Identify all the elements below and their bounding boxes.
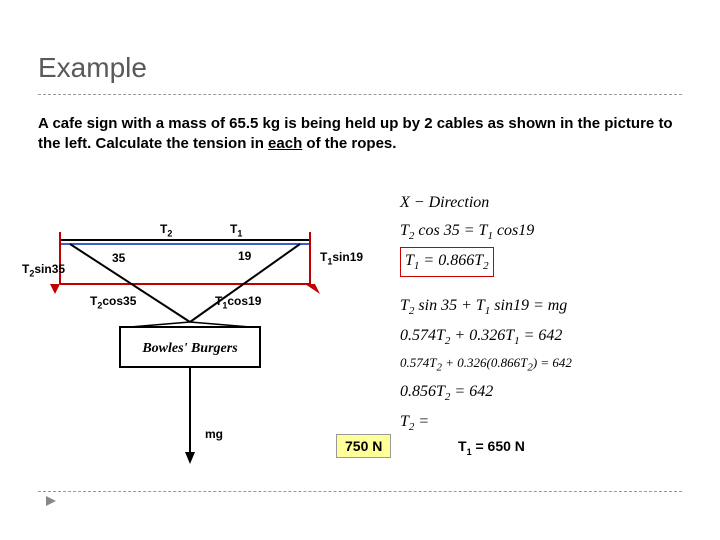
label-t2: T2 bbox=[160, 222, 172, 238]
eq6: 0.856T2 = 642 bbox=[400, 379, 690, 407]
eq-xdir: X − Direction bbox=[400, 190, 690, 216]
eq4: 0.574T2 + 0.326T1 = 642 bbox=[400, 323, 690, 351]
svg-text:35: 35 bbox=[112, 251, 126, 265]
slide-title: Example bbox=[38, 52, 147, 84]
label-t1sin19: T1sin19 bbox=[320, 250, 363, 266]
diagram: 35 19 Bowles' Burgers T2 T1 T2sin35 T1si… bbox=[40, 202, 370, 472]
label-mg: mg bbox=[205, 427, 223, 441]
footer-triangle-icon bbox=[44, 494, 58, 506]
label-t1: T1 bbox=[230, 222, 242, 238]
eq1: T2 cos 35 = T1 cos19 bbox=[400, 218, 690, 246]
label-t1cos19: T1cos19 bbox=[215, 294, 261, 310]
footer-divider bbox=[38, 491, 682, 492]
eq3: T2 sin 35 + T1 sin19 = mg bbox=[400, 293, 690, 321]
eq7: T2 = bbox=[400, 413, 429, 430]
eq2: T1 = 0.866T2 bbox=[400, 247, 690, 277]
problem-text: A cafe sign with a mass of 65.5 kg is be… bbox=[38, 114, 682, 153]
eq5: 0.574T2 + 0.326(0.866T2) = 642 bbox=[400, 353, 690, 377]
label-t2cos35: T2cos35 bbox=[90, 294, 136, 310]
title-divider bbox=[38, 94, 682, 95]
svg-text:19: 19 bbox=[238, 249, 252, 263]
answer-t2: 750 N bbox=[336, 434, 391, 458]
equations-block: X − Direction T2 cos 35 = T1 cos19 T1 = … bbox=[400, 190, 690, 436]
answer-t1: T1 = 650 N bbox=[458, 438, 525, 457]
label-t2sin35: T2sin35 bbox=[22, 262, 65, 278]
sign-text: Bowles' Burgers bbox=[141, 341, 238, 356]
